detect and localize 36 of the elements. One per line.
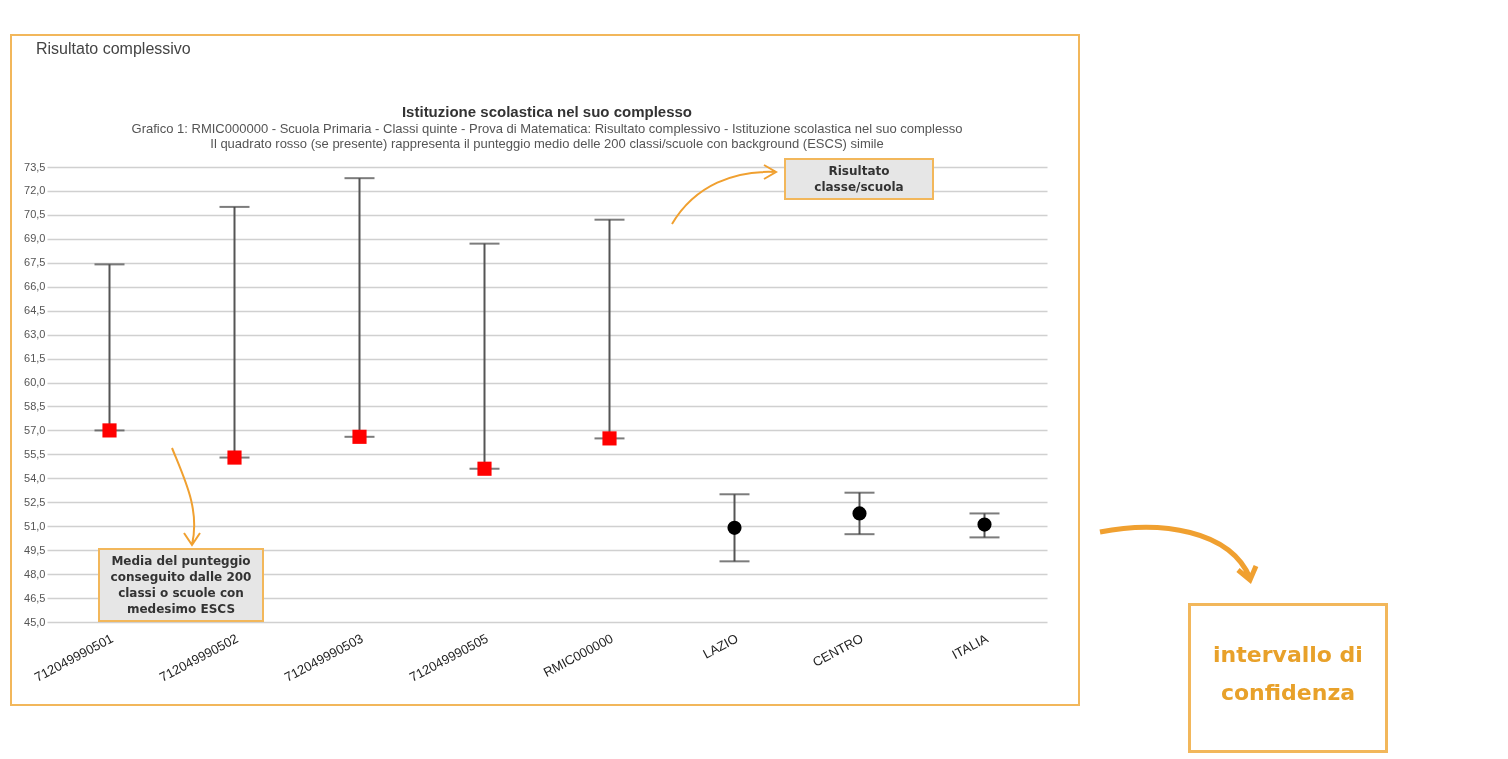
chart-title: Istituzione scolastica nel suo complesso bbox=[401, 103, 693, 120]
y-tick-label: 45,0 bbox=[24, 615, 46, 628]
point bbox=[602, 431, 617, 446]
y-tick-label: 63,0 bbox=[24, 328, 46, 341]
y-tick-label: 55,5 bbox=[24, 447, 46, 460]
chart-subtitle: Grafico 1: RMIC000000 - Scuola Primaria - Classi quinte - Prova di Matematica: Risultato complessivo - Istituzione scolastica nel suo complesso Il quadrato rosso (se presente) rappresenta il punteggio medio delle 200 classi/scuole con background (ESCS) simile bbox=[131, 121, 963, 151]
y-tick-label: 64,5 bbox=[24, 304, 46, 317]
point bbox=[352, 429, 367, 444]
callout-box: Media del punteggio conseguito dalle 200 classi o scuole con medesimo ESCS bbox=[98, 548, 264, 622]
y-tick-label: 73,5 bbox=[24, 160, 46, 173]
y-tick-label: 51,0 bbox=[24, 519, 46, 532]
y-tick-label: 46,5 bbox=[24, 591, 46, 604]
y-tick-label: 60,0 bbox=[24, 376, 46, 389]
y-tick-label: 52,5 bbox=[24, 495, 46, 508]
callout-box: intervallo di confidenza bbox=[1188, 603, 1388, 753]
point bbox=[102, 423, 117, 438]
y-tick-label: 48,0 bbox=[24, 567, 46, 580]
point bbox=[977, 517, 992, 532]
point bbox=[852, 506, 867, 521]
point bbox=[227, 450, 242, 465]
y-tick-label: 58,5 bbox=[24, 399, 46, 412]
y-tick-label: 61,5 bbox=[24, 352, 46, 365]
annotation: Media del punteggio conseguito dalle 200 classi o scuole con medesimo ESCS bbox=[110, 554, 252, 616]
y-tick-label: 54,0 bbox=[24, 471, 46, 484]
y-tick-label: 66,0 bbox=[24, 280, 46, 293]
annotation: Risultato classe/scuola bbox=[814, 164, 904, 194]
y-tick-label: 70,5 bbox=[24, 208, 46, 221]
callout-box: Risultato classe/scuola bbox=[784, 158, 934, 200]
y-tick-label: 67,5 bbox=[24, 256, 46, 269]
point bbox=[477, 461, 492, 476]
point bbox=[727, 520, 742, 535]
y-tick-label: 57,0 bbox=[24, 423, 46, 436]
y-tick-label: 49,5 bbox=[24, 543, 46, 556]
y-tick-label: 69,0 bbox=[24, 232, 46, 245]
y-tick-label: 72,0 bbox=[24, 184, 46, 197]
text: Risultato complessivo bbox=[36, 40, 191, 58]
